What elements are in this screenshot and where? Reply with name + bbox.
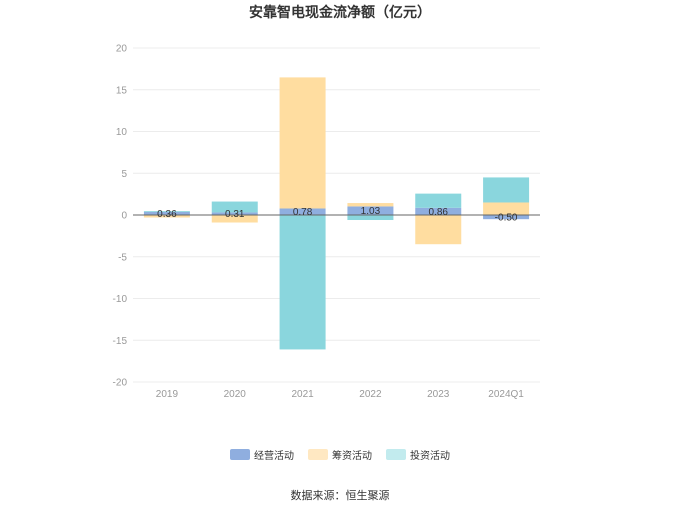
x-tick-label: 2022 (359, 389, 382, 400)
bar-筹资活动-2019[interactable] (143, 215, 190, 218)
bar-经营活动-2020[interactable] (211, 212, 258, 215)
y-tick-label: 0 (121, 211, 127, 222)
legend-swatch-financing (308, 449, 328, 460)
bar-筹资活动-2023[interactable] (415, 215, 462, 245)
x-tick-label: 2019 (156, 389, 179, 400)
x-tick-label: 2020 (224, 389, 247, 400)
y-tick-label: -10 (113, 294, 128, 305)
x-tick-label: 2021 (291, 389, 314, 400)
bar-筹资活动-2024Q1[interactable] (483, 202, 530, 215)
legend-item-operating[interactable]: 经营活动 (230, 447, 294, 462)
bar-投资活动-2020[interactable] (211, 201, 258, 213)
legend-swatch-operating (230, 449, 250, 460)
data-label-2021: 0.78 (293, 207, 313, 218)
y-tick-label: -15 (113, 336, 128, 347)
bar-投资活动-2023[interactable] (415, 193, 462, 208)
data-label-2023: 0.86 (429, 207, 449, 218)
legend-item-financing[interactable]: 筹资活动 (308, 447, 372, 462)
bar-投资活动-2024Q1[interactable] (483, 177, 530, 203)
legend-swatch-investing (386, 449, 406, 460)
legend-label-operating: 经营活动 (254, 451, 294, 462)
bar-筹资活动-2021[interactable] (279, 77, 326, 209)
bar-筹资活动-2020[interactable] (211, 215, 258, 223)
y-tick-label: 10 (116, 127, 128, 138)
data-label-2024Q1: -0.50 (495, 213, 518, 224)
data-source-note: 数据来源：恒生聚源 (290, 490, 390, 502)
legend-label-financing: 筹资活动 (332, 451, 372, 462)
x-tick-label: 2023 (427, 389, 450, 400)
y-tick-label: -5 (118, 252, 127, 263)
legend-label-investing: 投资活动 (410, 451, 450, 462)
bar-投资活动-2021[interactable] (279, 215, 326, 350)
bar-经营活动-2019[interactable] (143, 211, 190, 215)
x-tick-label: 2024Q1 (488, 389, 524, 400)
chart-title: 安靠智电现金流净额（亿元） (249, 4, 431, 20)
data-label-2019: 0.36 (157, 209, 177, 220)
legend-item-investing[interactable]: 投资活动 (386, 447, 450, 462)
y-tick-label: 15 (116, 85, 128, 96)
y-tick-label: 20 (116, 44, 128, 55)
bar-投资活动-2019[interactable] (143, 211, 190, 212)
y-tick-label: 5 (121, 169, 127, 180)
y-tick-label: -20 (113, 378, 128, 389)
bar-经营活动-2021[interactable] (279, 208, 326, 215)
bar-经营活动-2023[interactable] (415, 207, 462, 215)
data-label-2020: 0.31 (225, 209, 245, 220)
bar-经营活动-2024Q1[interactable] (483, 215, 530, 220)
data-label-2022: 1.03 (361, 206, 381, 217)
bar-筹资活动-2022[interactable] (347, 203, 394, 207)
bar-投资活动-2022[interactable] (347, 215, 394, 221)
legend: 经营活动 筹资活动 投资活动 (0, 447, 680, 462)
bar-经营活动-2022[interactable] (347, 206, 394, 215)
